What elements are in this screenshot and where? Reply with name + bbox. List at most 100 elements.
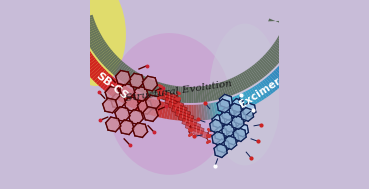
- Wedge shape: [262, 56, 275, 69]
- Polygon shape: [179, 114, 197, 126]
- Wedge shape: [263, 54, 277, 67]
- Wedge shape: [252, 87, 262, 102]
- Wedge shape: [129, 72, 139, 87]
- Wedge shape: [86, 34, 101, 44]
- Wedge shape: [102, 53, 115, 65]
- Polygon shape: [142, 76, 158, 91]
- Polygon shape: [296, 6, 324, 49]
- Polygon shape: [231, 115, 244, 129]
- Polygon shape: [233, 111, 246, 125]
- Wedge shape: [76, 51, 91, 62]
- Wedge shape: [104, 78, 116, 92]
- Wedge shape: [268, 75, 280, 89]
- Wedge shape: [253, 64, 265, 78]
- Polygon shape: [158, 89, 177, 101]
- Wedge shape: [112, 61, 124, 75]
- Polygon shape: [105, 87, 120, 101]
- Wedge shape: [140, 96, 148, 112]
- Polygon shape: [138, 99, 152, 114]
- Wedge shape: [81, 57, 96, 69]
- Polygon shape: [129, 73, 144, 88]
- Wedge shape: [121, 68, 132, 82]
- Polygon shape: [231, 99, 244, 112]
- Wedge shape: [71, 43, 86, 53]
- Wedge shape: [282, 29, 297, 38]
- Wedge shape: [191, 87, 194, 103]
- Wedge shape: [138, 76, 147, 92]
- Wedge shape: [199, 86, 203, 102]
- Wedge shape: [177, 104, 182, 121]
- Polygon shape: [189, 126, 207, 139]
- Polygon shape: [224, 119, 237, 132]
- Wedge shape: [75, 49, 90, 60]
- Wedge shape: [123, 69, 134, 84]
- Wedge shape: [272, 45, 286, 56]
- Wedge shape: [280, 32, 295, 42]
- Polygon shape: [115, 107, 130, 122]
- Wedge shape: [111, 82, 122, 97]
- Wedge shape: [196, 105, 200, 121]
- Wedge shape: [72, 45, 87, 55]
- Polygon shape: [220, 94, 232, 108]
- Wedge shape: [249, 67, 261, 81]
- Wedge shape: [169, 103, 174, 120]
- Wedge shape: [125, 70, 136, 85]
- Wedge shape: [241, 73, 251, 88]
- Wedge shape: [284, 57, 299, 69]
- Wedge shape: [220, 82, 227, 98]
- Wedge shape: [114, 63, 126, 77]
- Wedge shape: [233, 77, 242, 92]
- Wedge shape: [80, 21, 95, 29]
- Wedge shape: [230, 97, 238, 113]
- Polygon shape: [212, 115, 225, 128]
- Wedge shape: [245, 90, 255, 106]
- Wedge shape: [261, 57, 273, 70]
- Wedge shape: [99, 49, 113, 61]
- Polygon shape: [120, 84, 135, 98]
- Wedge shape: [79, 19, 94, 26]
- Ellipse shape: [65, 0, 126, 86]
- Wedge shape: [164, 103, 169, 119]
- Wedge shape: [85, 32, 101, 42]
- Wedge shape: [148, 99, 155, 115]
- Wedge shape: [258, 60, 270, 74]
- Wedge shape: [299, 34, 314, 43]
- Wedge shape: [86, 63, 100, 75]
- Wedge shape: [199, 104, 203, 121]
- Polygon shape: [165, 97, 184, 109]
- Wedge shape: [69, 40, 85, 50]
- Wedge shape: [78, 53, 93, 64]
- Polygon shape: [111, 94, 126, 108]
- Wedge shape: [256, 61, 268, 75]
- Wedge shape: [107, 57, 120, 70]
- Wedge shape: [237, 75, 246, 90]
- Wedge shape: [280, 63, 294, 75]
- Wedge shape: [132, 94, 141, 109]
- Wedge shape: [208, 103, 213, 119]
- Polygon shape: [241, 108, 254, 121]
- Wedge shape: [242, 71, 253, 86]
- Wedge shape: [149, 81, 156, 96]
- Wedge shape: [89, 37, 104, 48]
- Wedge shape: [225, 80, 234, 96]
- Wedge shape: [65, 31, 80, 40]
- Wedge shape: [189, 87, 191, 103]
- Polygon shape: [143, 107, 158, 121]
- Polygon shape: [212, 132, 225, 145]
- Wedge shape: [256, 84, 267, 99]
- Wedge shape: [172, 86, 176, 102]
- Wedge shape: [118, 87, 128, 101]
- Polygon shape: [219, 111, 232, 125]
- Wedge shape: [131, 73, 141, 88]
- Wedge shape: [210, 85, 215, 101]
- Wedge shape: [146, 80, 155, 95]
- Text: Structural Evolution: Structural Evolution: [125, 79, 232, 103]
- Wedge shape: [182, 87, 185, 103]
- Wedge shape: [151, 100, 158, 116]
- Wedge shape: [279, 34, 294, 44]
- Wedge shape: [271, 72, 284, 85]
- Wedge shape: [156, 82, 162, 98]
- Wedge shape: [244, 70, 255, 85]
- Wedge shape: [80, 22, 96, 31]
- Wedge shape: [228, 79, 236, 95]
